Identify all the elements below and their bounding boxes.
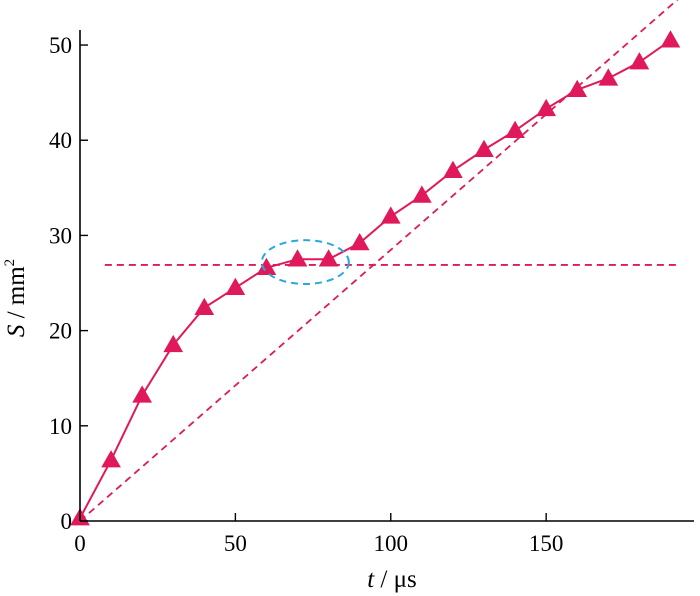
reference-line-slope <box>79 0 679 522</box>
x-axis-variable: t <box>367 566 375 593</box>
x-tick-label: 150 <box>529 531 564 556</box>
x-tick-label: 100 <box>374 531 409 556</box>
series-layer <box>70 30 681 526</box>
x-axis-title: t / μs <box>367 566 417 593</box>
data-point-marker <box>567 79 588 98</box>
y-axis-title: S / mm2 <box>2 259 30 337</box>
data-point-marker <box>443 160 463 178</box>
data-point-marker <box>536 98 557 117</box>
data-point-marker <box>380 206 401 224</box>
data-point-marker <box>411 185 432 203</box>
series-line <box>79 39 672 519</box>
annotation-layer <box>260 239 350 285</box>
y-tick-label: 30 <box>49 223 72 248</box>
y-axis-unit: mm <box>3 266 30 305</box>
data-point-marker <box>101 450 121 468</box>
y-axis-separator: / <box>3 305 30 324</box>
data-point-marker <box>287 249 308 267</box>
reference-lines <box>79 0 679 522</box>
data-point-marker <box>194 297 215 316</box>
highlight-ellipse <box>260 239 350 285</box>
ticks: 0 50 100 150 0 10 20 30 40 50 <box>49 33 563 556</box>
data-point-marker <box>660 30 681 48</box>
data-point-marker <box>598 68 619 86</box>
y-tick-label: 0 <box>61 509 73 534</box>
y-axis-unit-exponent: 2 <box>2 259 18 267</box>
data-point-marker <box>225 277 246 296</box>
x-tick-label: 0 <box>74 531 86 556</box>
data-point-marker <box>474 139 494 157</box>
x-tick-label: 50 <box>224 531 247 556</box>
x-axis-unit: μs <box>394 566 417 593</box>
y-tick-label: 50 <box>49 33 72 58</box>
data-point-marker <box>349 233 370 251</box>
data-point-marker <box>505 120 525 138</box>
data-point-marker <box>318 249 339 267</box>
axes <box>79 30 694 522</box>
data-point-marker <box>132 385 153 403</box>
y-tick-label: 40 <box>49 128 72 153</box>
data-point-marker <box>163 334 184 353</box>
y-tick-label: 10 <box>49 414 72 439</box>
y-axis-variable: S <box>3 324 30 337</box>
data-point-marker <box>629 52 650 70</box>
y-tick-label: 20 <box>49 319 72 344</box>
x-axis-separator: / <box>374 566 393 593</box>
